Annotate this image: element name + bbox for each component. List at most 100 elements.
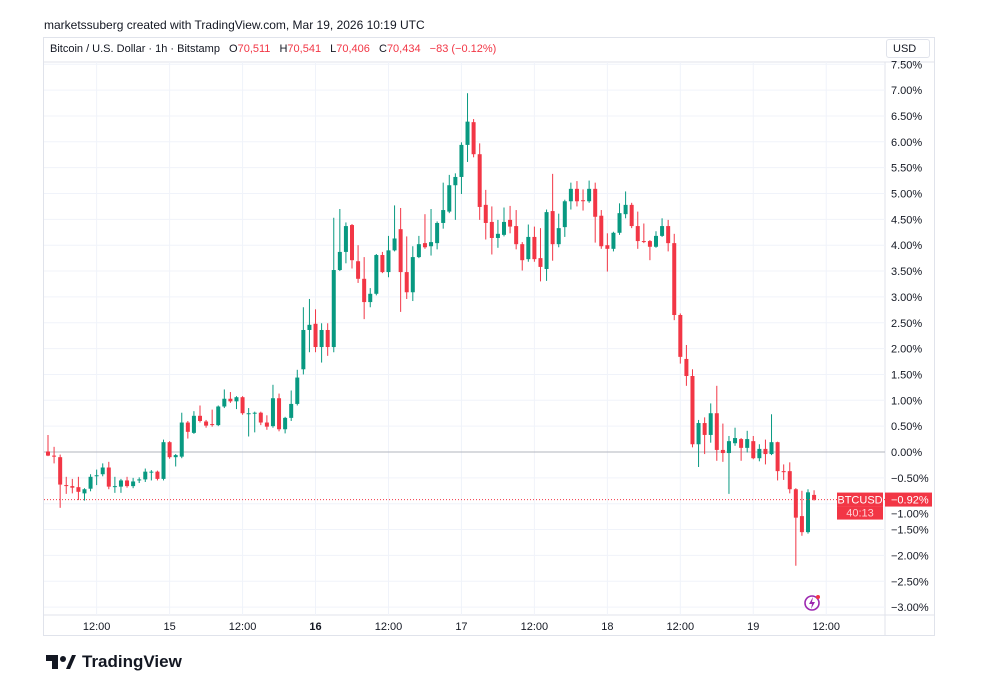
- currency-button[interactable]: USD: [886, 39, 930, 58]
- candle: [94, 469, 99, 486]
- candle: [416, 235, 421, 259]
- candle-body: [599, 215, 604, 247]
- candle-body: [270, 398, 275, 427]
- candle-body: [635, 226, 640, 242]
- candle: [654, 231, 658, 248]
- candle: [131, 477, 136, 489]
- candle: [611, 231, 616, 252]
- candle-body: [64, 485, 69, 487]
- candle-body: [459, 144, 464, 177]
- candle: [167, 441, 172, 459]
- candle: [228, 392, 233, 403]
- candle: [477, 143, 482, 220]
- open-label: O: [229, 43, 238, 55]
- candle: [793, 488, 798, 566]
- candle: [629, 202, 634, 229]
- candle-body: [660, 226, 665, 236]
- candle-body: [799, 516, 804, 533]
- low-label: L: [330, 43, 337, 55]
- candle: [356, 245, 361, 283]
- candle-body: [179, 422, 184, 457]
- candle: [593, 182, 598, 243]
- candle: [362, 257, 367, 320]
- candle-body: [137, 479, 142, 481]
- candle-body: [611, 232, 616, 249]
- candle: [471, 119, 476, 158]
- candle: [739, 438, 744, 461]
- candle-body: [368, 293, 373, 303]
- candle: [240, 396, 245, 415]
- candle: [787, 462, 792, 494]
- candle-body: [526, 236, 531, 260]
- candle: [404, 236, 409, 299]
- candle: [234, 396, 239, 410]
- candle: [410, 246, 415, 302]
- candle-body: [343, 226, 348, 252]
- candle-body: [240, 397, 245, 414]
- candle: [459, 142, 464, 195]
- candle-body: [289, 403, 294, 418]
- x-tick-label: 17: [455, 621, 467, 633]
- candle-body: [605, 245, 610, 249]
- candle-body: [453, 176, 458, 186]
- notification-dot-icon: [816, 595, 820, 599]
- candle: [587, 180, 592, 203]
- candle-body: [587, 188, 592, 202]
- candle: [538, 228, 543, 282]
- candle: [319, 323, 324, 363]
- y-tick-label: 0.00%: [891, 447, 922, 459]
- candle: [441, 182, 446, 229]
- candle-body: [556, 228, 561, 245]
- candle: [763, 439, 768, 465]
- candle: [46, 434, 50, 457]
- candle: [88, 474, 93, 492]
- candle-body: [313, 323, 318, 348]
- x-tick-label: 12:00: [521, 621, 549, 633]
- candle-body: [161, 442, 166, 479]
- bar-countdown: 40:13: [846, 508, 874, 520]
- candle: [58, 454, 63, 508]
- change-value: −83 (−0.12%): [429, 43, 497, 55]
- symbol-title[interactable]: Bitcoin / U.S. Dollar · 1h · Bitstamp: [50, 43, 220, 55]
- y-tick-label: −3.00%: [891, 602, 929, 614]
- candle: [799, 490, 804, 536]
- lightning-icon[interactable]: [804, 595, 820, 611]
- low-value: L70,406: [330, 43, 370, 55]
- candle: [70, 478, 75, 494]
- candle: [52, 446, 57, 464]
- candle-body: [88, 476, 93, 489]
- candle: [149, 470, 154, 481]
- y-tick-label: −2.50%: [891, 576, 929, 588]
- candle-body: [654, 235, 658, 247]
- candle: [660, 218, 665, 237]
- candle-body: [568, 188, 573, 202]
- candle: [696, 419, 701, 467]
- candle-body: [751, 441, 756, 459]
- candle-body: [173, 455, 178, 458]
- candle: [520, 242, 525, 271]
- candle-body: [198, 415, 202, 421]
- candle-body: [52, 455, 57, 457]
- candle-body: [398, 229, 403, 273]
- candle-body: [739, 439, 744, 448]
- candle: [623, 191, 628, 219]
- candle-body: [410, 257, 415, 293]
- candle-body: [191, 415, 196, 433]
- candle-body: [131, 481, 136, 487]
- candle-body: [58, 457, 63, 485]
- candle: [161, 439, 166, 481]
- candle-body: [301, 329, 306, 370]
- candle-body: [125, 480, 130, 487]
- candle-body: [252, 412, 257, 414]
- candle-body: [210, 424, 215, 426]
- candle: [216, 405, 221, 427]
- tradingview-logo[interactable]: TradingView: [46, 652, 182, 672]
- candle-body: [623, 204, 628, 215]
- y-tick-label: 6.00%: [891, 137, 922, 149]
- candle: [641, 223, 646, 244]
- candle-body: [495, 233, 500, 238]
- candle-body: [483, 204, 488, 223]
- candle-body: [264, 422, 269, 427]
- candle: [502, 207, 506, 237]
